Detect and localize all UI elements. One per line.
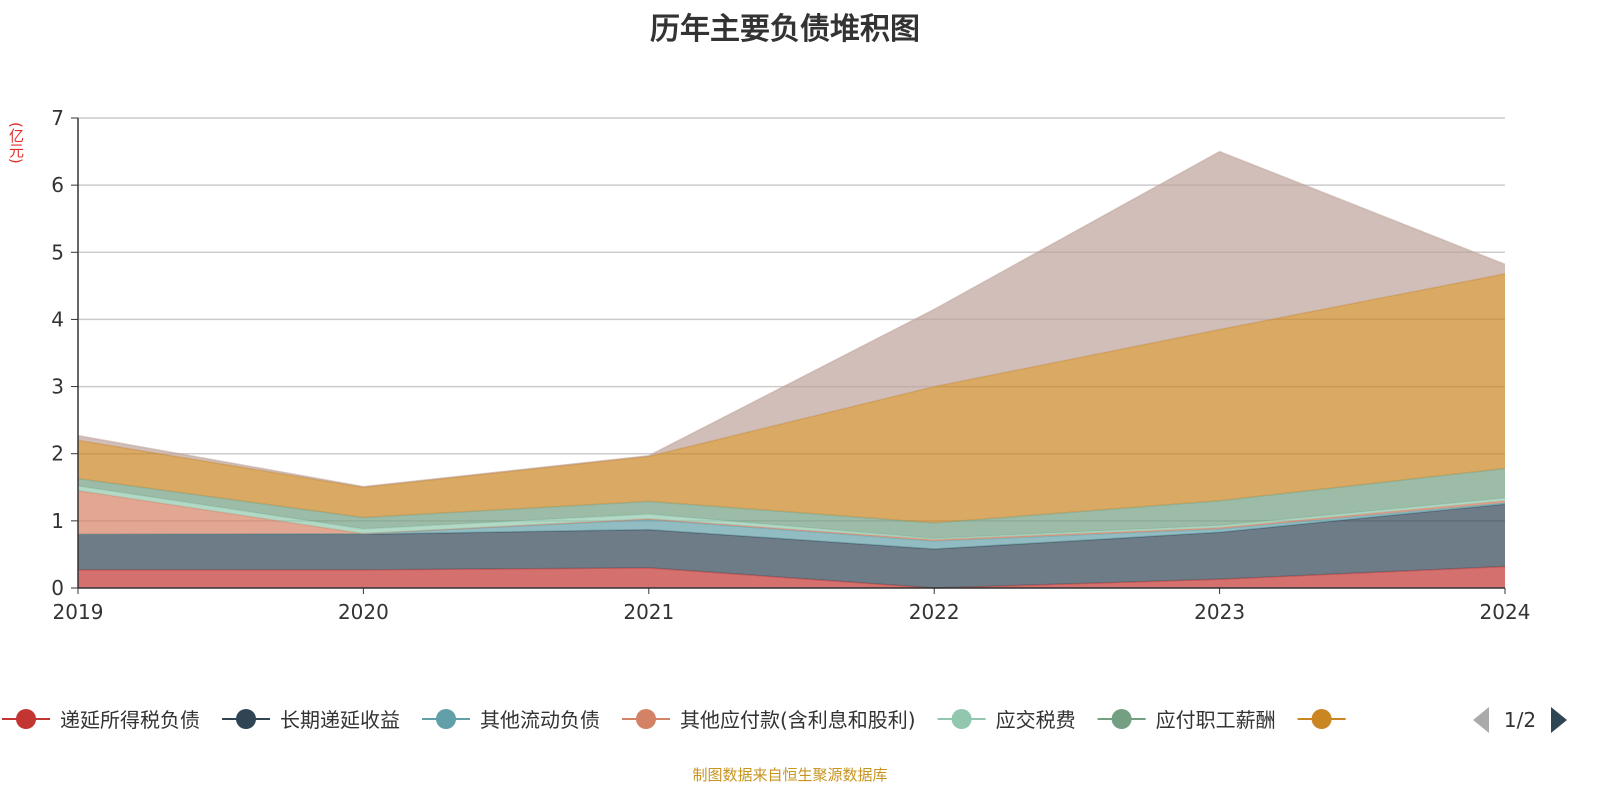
- area-series-1: [78, 504, 1505, 588]
- legend-circle-icon: [436, 709, 456, 729]
- legend-label: 其他应付款(含利息和股利): [680, 708, 916, 732]
- x-tick-label: 2021: [623, 600, 674, 624]
- legend-circle-icon: [16, 709, 36, 729]
- y-axis-unit: (亿元): [7, 122, 25, 164]
- legend-label: 其他流动负债: [480, 708, 600, 732]
- legend-label: 应交税费: [996, 708, 1076, 732]
- legend-item-1[interactable]: 长期递延收益: [222, 708, 400, 732]
- legend-item-6[interactable]: [1297, 709, 1346, 729]
- legend: 递延所得税负债 长期递延收益 其他流动负债 其他应付款(含利息和股利) 应交税费 应付职工…: [2, 708, 1346, 732]
- x-tick-label: 2019: [53, 600, 104, 624]
- legend-circle-icon: [1111, 709, 1132, 729]
- legend-page-indicator: 1/2: [1504, 708, 1536, 732]
- legend-circle-icon: [636, 709, 656, 729]
- x-tick-label: 2022: [909, 600, 960, 624]
- legend-item-2[interactable]: 其他流动负债: [422, 708, 600, 732]
- legend-next-icon[interactable]: [1551, 707, 1567, 733]
- x-tick-label: 2024: [1480, 600, 1531, 624]
- area-series-0: [78, 566, 1505, 588]
- legend-item-4[interactable]: 应交税费: [937, 708, 1076, 732]
- legend-clip: [1452, 690, 1468, 740]
- area-series-6: [78, 273, 1505, 523]
- legend-label: 递延所得税负债: [60, 708, 200, 732]
- legend-item-3[interactable]: 其他应付款(含利息和股利): [622, 708, 916, 732]
- y-tick-label: 5: [51, 240, 64, 264]
- legend-label: 应付职工薪酬: [1156, 708, 1276, 732]
- legend-prev-icon[interactable]: [1473, 707, 1489, 733]
- area-series-4: [78, 485, 1505, 540]
- legend-item-5[interactable]: 应付职工薪酬: [1097, 708, 1276, 732]
- y-tick-label: 3: [51, 375, 64, 399]
- y-tick-label: 7: [51, 106, 64, 130]
- x-tick-label: 2023: [1194, 600, 1245, 624]
- area-series-7: [78, 151, 1505, 488]
- y-tick-label: 4: [51, 307, 64, 331]
- y-tick-label: 1: [51, 509, 64, 533]
- legend-circle-icon: [1311, 709, 1332, 729]
- chart-title: 历年主要负债堆积图: [650, 12, 920, 47]
- y-tick-label: 0: [51, 576, 64, 600]
- data-source: 制图数据来自恒生聚源数据库: [692, 766, 888, 784]
- legend-label: 长期递延收益: [280, 708, 400, 732]
- y-tick-label: 6: [51, 173, 64, 197]
- legend-circle-icon: [236, 709, 256, 729]
- x-tick-label: 2020: [338, 600, 389, 624]
- series-line-7: [77, 150, 1506, 488]
- area-series-5: [78, 468, 1505, 539]
- legend-circle-icon: [951, 709, 972, 729]
- legend-item-0[interactable]: 递延所得税负债: [2, 708, 200, 732]
- y-tick-label: 2: [51, 442, 64, 466]
